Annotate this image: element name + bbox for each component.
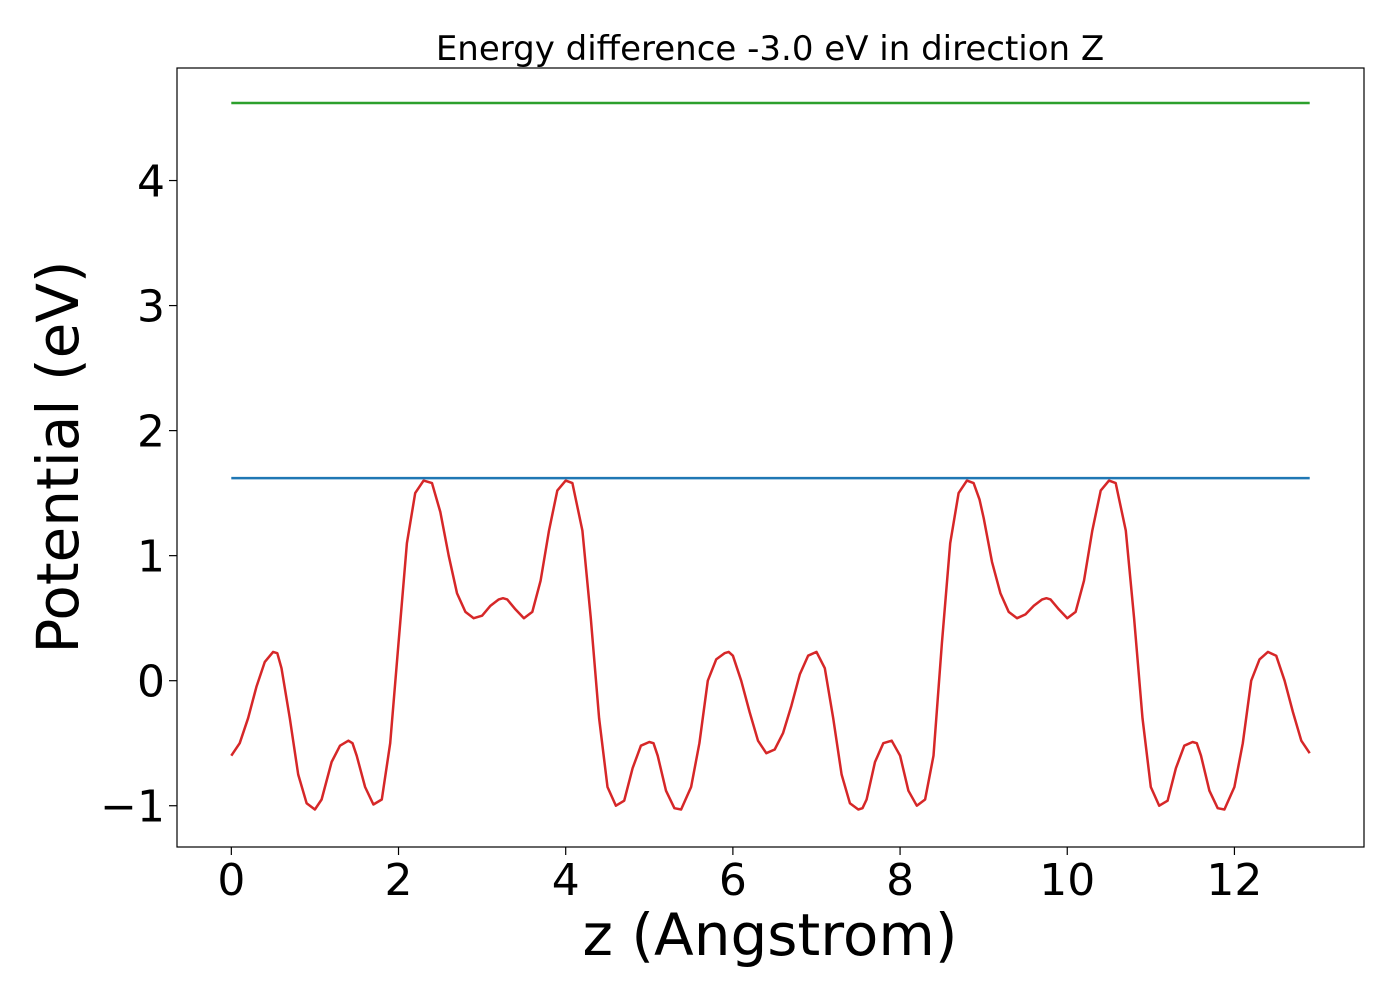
x-tick-label: 4 xyxy=(552,855,580,906)
y-tick-label: 4 xyxy=(137,157,165,208)
y-axis: −1 0 1 2 3 4 xyxy=(100,157,177,833)
chart-title: Energy difference -3.0 eV in direction Z xyxy=(436,29,1104,69)
x-tick-label: 0 xyxy=(217,855,245,906)
y-axis-label: Potential (eV) xyxy=(24,260,92,653)
plot-frame xyxy=(176,67,1365,848)
x-tick-label: 6 xyxy=(719,855,747,906)
x-tick-label: 2 xyxy=(385,855,413,906)
x-tick-label: 8 xyxy=(886,855,914,906)
y-tick-label: −1 xyxy=(100,782,165,833)
y-tick-label: 2 xyxy=(137,407,165,458)
x-tick-label: 10 xyxy=(1039,855,1095,906)
y-tick-label: 0 xyxy=(137,657,165,708)
x-axis: 0 2 4 6 8 10 12 xyxy=(217,847,1262,906)
x-axis-label: z (Angstrom) xyxy=(583,901,958,969)
series-line-0 xyxy=(230,479,1311,811)
y-tick-label: 3 xyxy=(137,282,165,333)
x-tick-label: 12 xyxy=(1206,855,1262,906)
y-tick-label: 1 xyxy=(137,532,165,583)
series-layer xyxy=(230,101,1311,811)
